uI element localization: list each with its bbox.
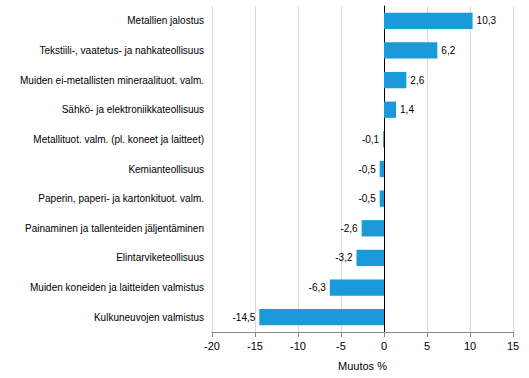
svg-text:-2,6: -2,6	[340, 223, 358, 234]
svg-text:-3,2: -3,2	[335, 252, 353, 263]
svg-text:-14,5: -14,5	[233, 312, 256, 323]
svg-text:-0,1: -0,1	[362, 134, 380, 145]
svg-text:10: 10	[464, 340, 476, 352]
svg-text:Muutos %: Muutos %	[338, 360, 387, 372]
svg-text:Sähkö- ja elektroniikkateollis: Sähkö- ja elektroniikkateollisuus	[62, 104, 204, 115]
svg-text:6,2: 6,2	[441, 45, 455, 56]
svg-text:-15: -15	[247, 340, 263, 352]
svg-text:1,4: 1,4	[400, 104, 414, 115]
svg-text:Kemianteollisuus: Kemianteollisuus	[128, 164, 204, 175]
svg-text:5: 5	[424, 340, 430, 352]
svg-text:15: 15	[507, 340, 519, 352]
svg-text:Painaminen ja tallenteiden jäl: Painaminen ja tallenteiden jäljentäminen	[25, 223, 204, 234]
svg-text:10,3: 10,3	[477, 15, 497, 26]
svg-text:2,6: 2,6	[410, 75, 424, 86]
svg-text:Tekstiili-, vaatetus- ja nahka: Tekstiili-, vaatetus- ja nahkateollisuus	[39, 45, 204, 56]
svg-text:Elintarviketeollisuus: Elintarviketeollisuus	[116, 252, 204, 263]
svg-text:Metallituot. valm. (pl. koneet: Metallituot. valm. (pl. koneet ja laitte…	[33, 134, 204, 145]
svg-text:0: 0	[381, 340, 387, 352]
svg-text:-0,5: -0,5	[358, 193, 376, 204]
svg-text:Muiden ei-metallisten mineraal: Muiden ei-metallisten mineraalituot. val…	[20, 75, 204, 86]
svg-text:-10: -10	[290, 340, 306, 352]
svg-text:Metallien jalostus: Metallien jalostus	[127, 15, 204, 26]
svg-text:-0,5: -0,5	[358, 164, 376, 175]
svg-text:-5: -5	[336, 340, 346, 352]
svg-text:-20: -20	[204, 340, 220, 352]
svg-text:Paperin, paperi- ja kartonkitu: Paperin, paperi- ja kartonkituot. valm.	[38, 193, 204, 204]
svg-text:Muiden koneiden ja laitteiden: Muiden koneiden ja laitteiden valmistus	[30, 282, 204, 293]
svg-text:-6,3: -6,3	[309, 282, 327, 293]
svg-text:Kulkuneuvojen valmistus: Kulkuneuvojen valmistus	[94, 312, 204, 323]
